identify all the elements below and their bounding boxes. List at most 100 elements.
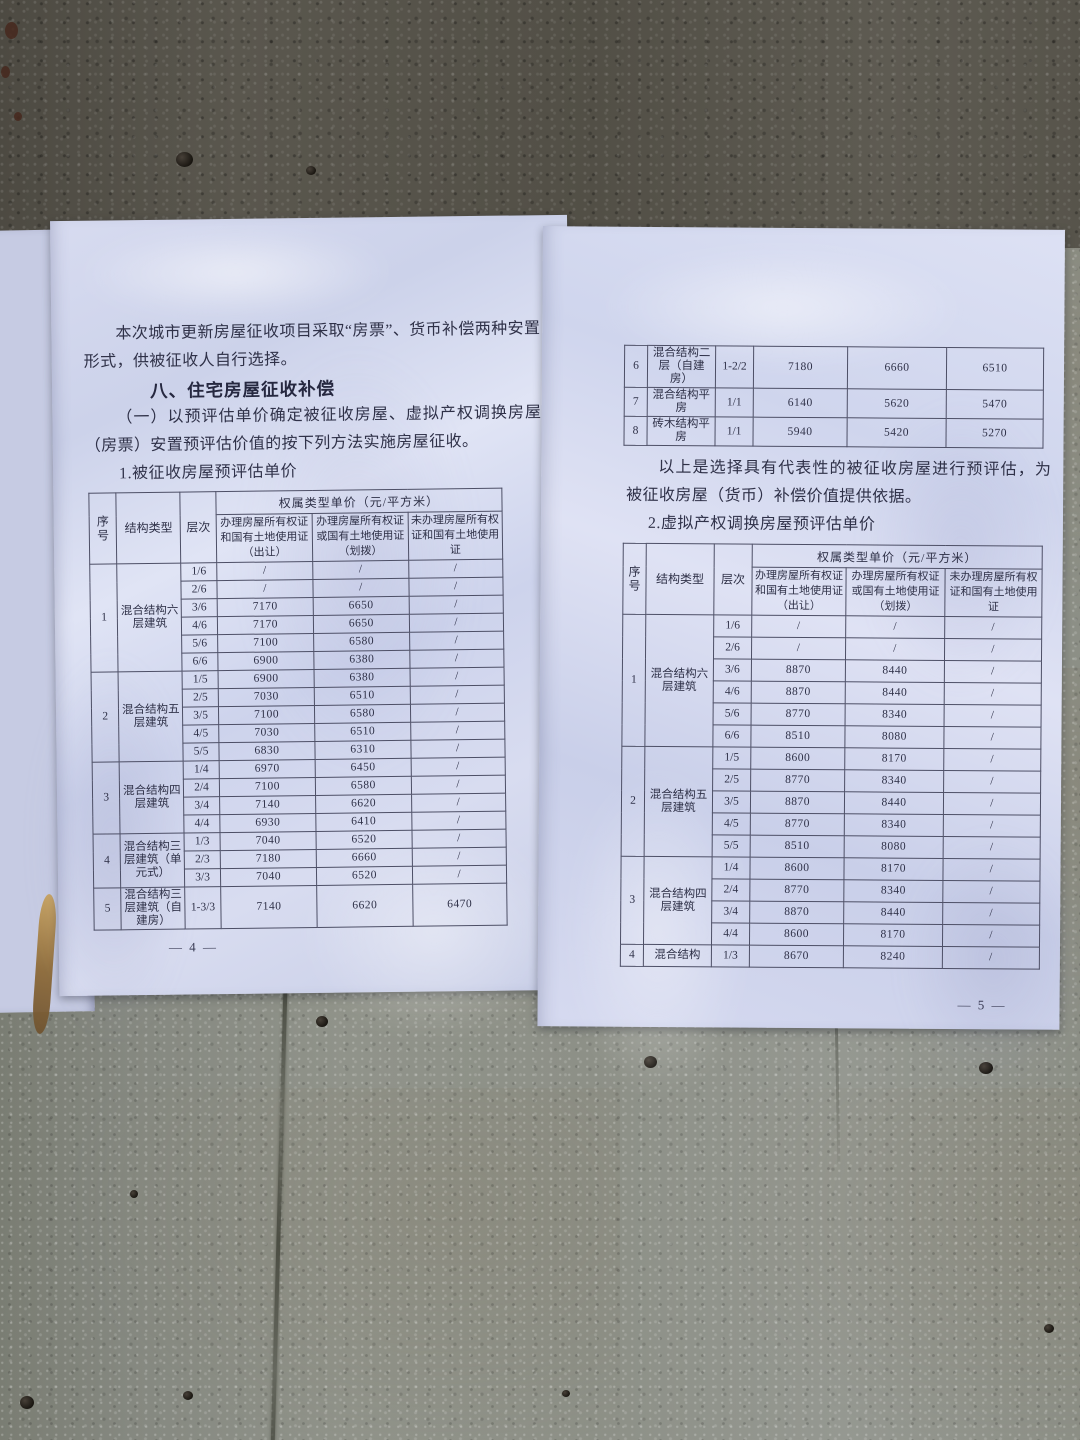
concrete-spot [562,1390,570,1397]
cell-value: 8080 [844,725,945,749]
cell-value: 6650 [313,614,410,634]
cell-value: 6660 [847,346,947,390]
cell-value: 8870 [751,659,846,682]
cell-floor: 4/4 [711,922,750,946]
cell-value: 8240 [843,945,943,969]
cell-value: 7100 [217,633,314,653]
cell-value: 8600 [750,747,845,770]
cell-floor: 2/6 [713,636,752,660]
cell-value: / [944,638,1042,662]
cell-value: / [409,649,505,669]
cell-value: / [942,924,1040,948]
cell-type: 混合结构四层建筑 [119,761,185,834]
cell-value: 7040 [220,867,317,887]
header-floor: 层次 [713,543,753,616]
cell-value: 8600 [749,923,844,946]
cell-value: 5940 [752,417,848,447]
cell-value: 6520 [316,830,412,850]
cell-floor: 3/5 [712,790,751,814]
cell-value: 6970 [218,759,316,779]
cell-value: 6380 [314,668,410,688]
cell-value: 6650 [313,596,409,616]
cell-floor: 2/5 [182,688,219,708]
table-row: 7 混合结构平房 1/1 6140 5620 5470 [624,387,1044,420]
cell-value: 6450 [315,758,411,778]
cell-value: 8440 [845,659,945,683]
cell-seq: 8 [623,416,648,446]
cell-value: 8770 [750,813,845,836]
cell-value: 8440 [843,901,943,925]
cell-value: / [943,748,1041,772]
cell-floor: 1/3 [184,832,221,852]
expropriated-house-price-table: 序号 结构类型 层次 权属类型单价（元/平方米） 办理房屋所有权证和国有土地使用… [88,488,508,931]
cell-floor: 5/6 [181,634,218,654]
cell-type: 混合结构三层建筑（单元式） [120,833,185,888]
concrete-pebble [176,152,193,167]
cell-floor: 3/4 [711,900,750,924]
cell-value: 8080 [844,835,944,859]
cell-value: 6620 [315,794,412,814]
concrete-stain [5,22,18,39]
cell-seq: 2 [621,746,645,857]
cell-value: 8870 [751,681,846,704]
cell-value: / [943,792,1041,816]
concrete-stain [14,112,22,121]
cell-value: / [944,616,1042,640]
cell-value: / [410,703,505,723]
cell-value: 8340 [843,879,943,903]
cell-value: 8510 [750,725,846,748]
cell-seq: 3 [92,761,121,835]
expropriated-house-price-table-continued: 6 混合结构二层（自建房） 1-2/2 7180 6660 6510 7 混合结构平房 1/1 6… [623,345,1044,449]
cell-floor: 4/4 [184,814,220,834]
cell-floor: 6/6 [712,724,752,748]
cell-value: 7140 [219,795,316,815]
table-row: 8 砖木结构平房 1/1 5940 5420 5270 [623,416,1044,449]
header-col-deed-either: 办理房屋所有权证或国有土地使用证（划拨） [845,567,946,617]
cell-type: 混合结构六层建筑 [117,563,183,672]
concrete-stain [1,66,10,78]
cell-value: / [410,775,506,795]
concrete-spot [130,1190,138,1198]
table-row: 5 混合结构三层建筑（自建房） 1-3/3 7140 6620 6470 [93,883,508,931]
table1-title: 1.被征收房屋预评估单价 [119,463,298,483]
cell-floor: 3/4 [183,796,220,816]
cell-value: 6410 [315,812,412,832]
cell-value: 6580 [313,632,410,652]
cell-value: / [845,615,945,639]
cell-value: / [409,685,505,705]
cell-floor: 4/5 [712,812,751,836]
cell-floor: 2/4 [183,778,220,798]
cell-type: 混合结构三层建筑（自建房） [121,887,186,930]
cell-type: 混合结构六层建筑 [644,614,714,747]
cell-value: 7180 [220,849,317,869]
cell-seq: 3 [620,856,645,945]
cell-value: / [313,578,409,598]
note-paragraph: 以上是选择具有代表性的被征收房屋进行预评估，为被征收房屋（货币）补偿价值提供依据… [626,458,1052,506]
cell-seq: 5 [93,887,122,931]
cell-seq: 1 [89,563,119,673]
cell-type: 混合结构二层（自建房） [647,345,716,388]
cell-floor: 1/4 [711,856,751,880]
cell-value: / [845,637,945,661]
cell-value: / [943,814,1041,838]
cell-value: 8770 [751,703,846,726]
cell-value: / [410,721,505,741]
table-header: 序号 结构类型 层次 权属类型单价（元/平方米） 办理房屋所有权证和国有土地使用… [88,488,503,565]
cell-value: 6830 [218,741,316,761]
cell-floor: 5/5 [183,742,219,762]
header-price-group: 权属类型单价（元/平方米） [752,544,1043,570]
cell-value: 5620 [847,388,947,419]
cell-value: / [944,682,1042,706]
cell-floor: 1/3 [711,944,750,968]
cell-floor: 3/5 [182,706,219,726]
cell-value: 8600 [749,857,845,880]
cell-value: 7170 [217,615,314,635]
cell-floor: 4/6 [181,616,218,636]
cell-value: 6510 [314,722,411,742]
cell-value: 8510 [750,835,845,858]
cell-seq: 6 [624,345,648,388]
header-col-deed-both: 办理房屋所有权证和国有土地使用证（出让） [751,567,847,616]
cell-seq: 2 [91,671,120,763]
cell-floor: 3/3 [184,868,221,888]
cell-type: 混合结构五层建筑 [644,746,713,857]
